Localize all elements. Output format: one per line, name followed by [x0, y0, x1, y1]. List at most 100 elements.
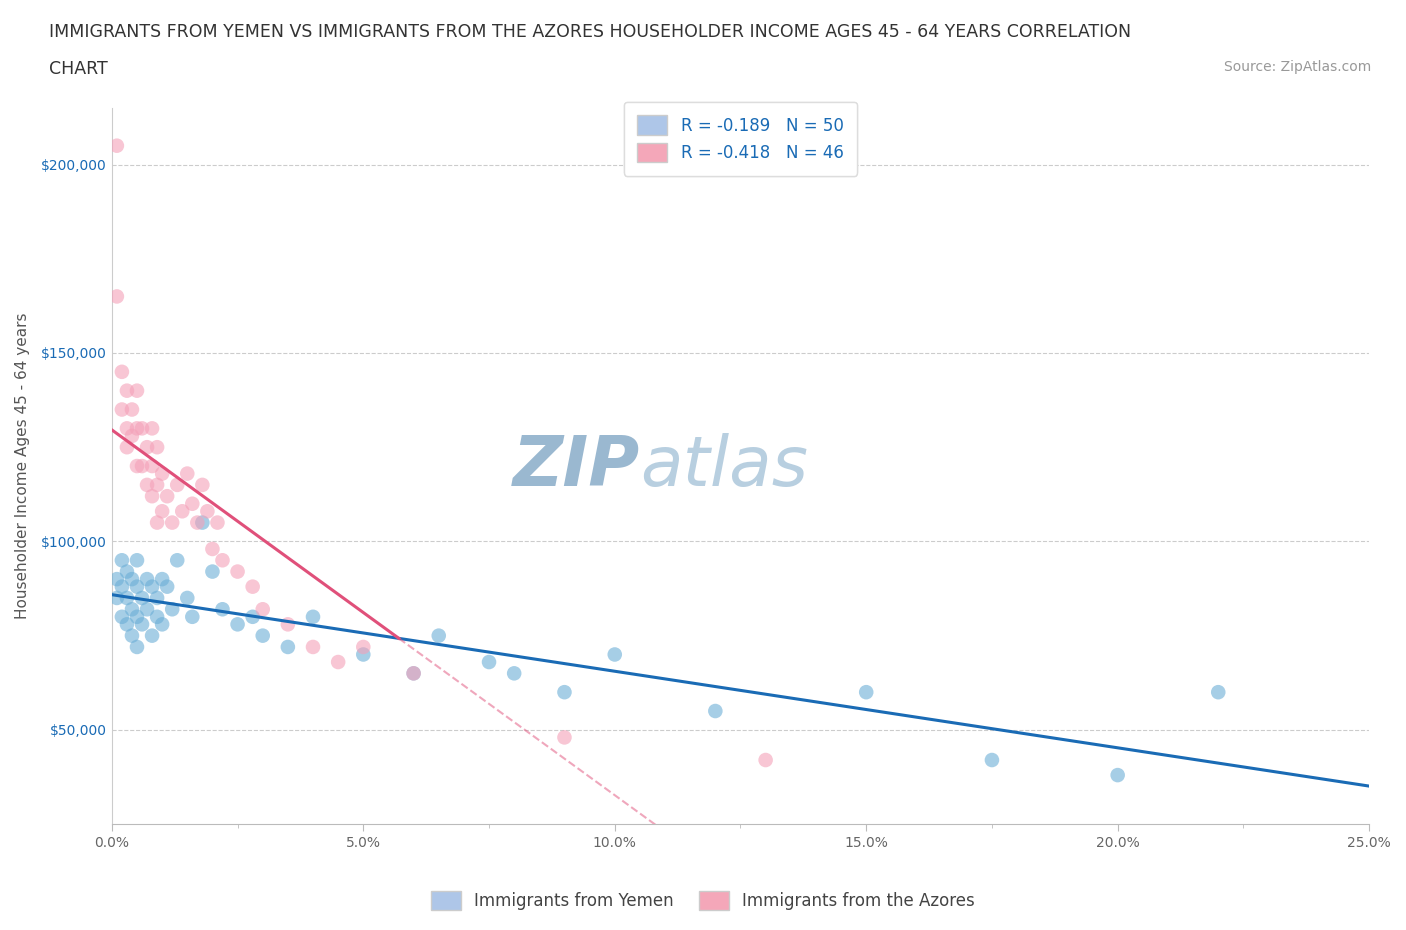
Point [115, 591, 138, 605]
Point [176, 591, 198, 605]
Point [136, 477, 159, 492]
Point [503, 666, 526, 681]
Point [352, 647, 374, 662]
Point [277, 617, 299, 631]
Point [125, 640, 148, 655]
Point [553, 730, 575, 745]
Point [186, 515, 208, 530]
Point [226, 565, 249, 579]
Point [150, 504, 173, 519]
Point [191, 477, 214, 492]
Point [201, 565, 224, 579]
Point [105, 139, 128, 153]
Point [121, 572, 143, 587]
Point [121, 602, 143, 617]
Point [111, 402, 134, 417]
Point [211, 552, 233, 567]
Point [141, 421, 163, 436]
Point [201, 541, 224, 556]
Point [191, 515, 214, 530]
Point [115, 565, 138, 579]
Point [125, 579, 148, 594]
Point [125, 609, 148, 624]
Point [181, 497, 204, 512]
Point [242, 579, 264, 594]
Point [150, 572, 173, 587]
Point [115, 617, 138, 631]
Point [242, 609, 264, 624]
Point [156, 579, 179, 594]
Point [146, 515, 169, 530]
Point [146, 440, 169, 455]
Point [131, 617, 153, 631]
Point [150, 466, 173, 481]
Text: ZIP: ZIP [513, 432, 640, 499]
Point [115, 440, 138, 455]
Point [141, 489, 163, 504]
Point [141, 458, 163, 473]
Point [1206, 684, 1229, 699]
Point [166, 477, 188, 492]
Point [704, 704, 727, 719]
Point [553, 684, 575, 699]
Point [855, 684, 877, 699]
Point [478, 655, 501, 670]
Point [603, 647, 626, 662]
Point [197, 504, 219, 519]
Legend: Immigrants from Yemen, Immigrants from the Azores: Immigrants from Yemen, Immigrants from t… [425, 884, 981, 917]
Point [105, 591, 128, 605]
Point [328, 655, 350, 670]
Point [105, 289, 128, 304]
Point [131, 458, 153, 473]
Point [146, 477, 169, 492]
Point [172, 504, 194, 519]
Point [1107, 767, 1129, 782]
Point [252, 602, 274, 617]
Point [105, 572, 128, 587]
Point [160, 515, 183, 530]
Point [207, 515, 229, 530]
Point [121, 402, 143, 417]
Point [181, 609, 204, 624]
Text: atlas: atlas [640, 432, 808, 499]
Point [141, 579, 163, 594]
Point [146, 609, 169, 624]
Point [302, 640, 325, 655]
Point [427, 628, 450, 643]
Point [402, 666, 425, 681]
Point [115, 383, 138, 398]
Point [121, 628, 143, 643]
Point [141, 628, 163, 643]
Point [131, 591, 153, 605]
Point [136, 572, 159, 587]
Point [125, 383, 148, 398]
Point [277, 640, 299, 655]
Point [131, 421, 153, 436]
Point [111, 579, 134, 594]
Point [121, 429, 143, 444]
Point [125, 421, 148, 436]
Point [402, 666, 425, 681]
Point [156, 489, 179, 504]
Point [211, 602, 233, 617]
Point [111, 552, 134, 567]
Point [352, 640, 374, 655]
Point [136, 602, 159, 617]
Point [981, 752, 1004, 767]
Point [755, 752, 778, 767]
Point [115, 421, 138, 436]
Point [125, 552, 148, 567]
Point [166, 552, 188, 567]
Text: IMMIGRANTS FROM YEMEN VS IMMIGRANTS FROM THE AZORES HOUSEHOLDER INCOME AGES 45 -: IMMIGRANTS FROM YEMEN VS IMMIGRANTS FROM… [49, 23, 1132, 41]
Point [111, 365, 134, 379]
Point [150, 617, 173, 631]
Text: CHART: CHART [49, 60, 108, 78]
Point [226, 617, 249, 631]
Text: Source: ZipAtlas.com: Source: ZipAtlas.com [1223, 60, 1371, 74]
Y-axis label: Householder Income Ages 45 - 64 years: Householder Income Ages 45 - 64 years [15, 312, 30, 619]
Point [252, 628, 274, 643]
Point [146, 591, 169, 605]
Legend: R = -0.189   N = 50, R = -0.418   N = 46: R = -0.189 N = 50, R = -0.418 N = 46 [624, 102, 856, 176]
Point [160, 602, 183, 617]
Point [136, 440, 159, 455]
